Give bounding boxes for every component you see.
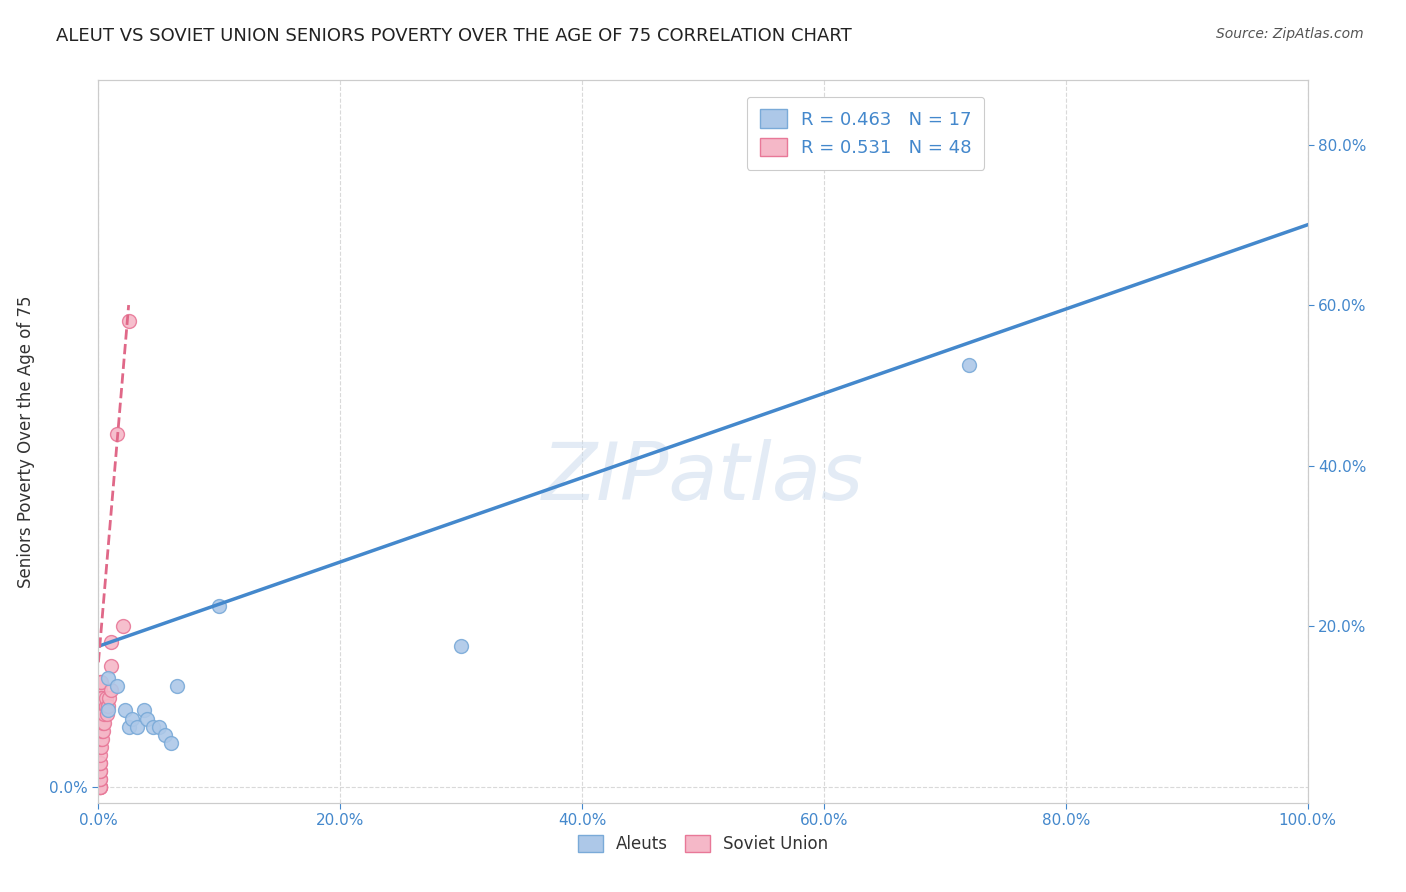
Y-axis label: Seniors Poverty Over the Age of 75: Seniors Poverty Over the Age of 75 (17, 295, 35, 588)
Point (89, 780, 111, 794)
Point (142, 719, 165, 733)
Point (105, 680, 128, 694)
Point (957, 358, 980, 372)
Point (89, 756, 111, 770)
Point (91, 707, 114, 722)
Point (208, 599, 231, 614)
Point (153, 728, 176, 742)
Point (89, 772, 111, 786)
Point (94, 699, 117, 714)
Point (89, 675, 111, 690)
Point (111, 619, 134, 633)
Point (98, 691, 121, 706)
Point (90, 707, 112, 722)
Point (89, 772, 111, 786)
Text: Source: ZipAtlas.com: Source: ZipAtlas.com (1216, 27, 1364, 41)
Point (135, 712, 157, 726)
Point (90, 699, 112, 714)
Point (100, 683, 122, 698)
Point (93, 707, 115, 722)
Point (89, 715, 111, 730)
Point (89, 780, 111, 794)
Point (105, 426, 128, 441)
Point (91, 723, 114, 738)
Point (91, 707, 114, 722)
Point (94, 691, 117, 706)
Point (89, 691, 111, 706)
Point (89, 756, 111, 770)
Point (91, 691, 114, 706)
Point (89, 699, 111, 714)
Point (148, 719, 170, 733)
Point (134, 703, 156, 717)
Point (114, 703, 136, 717)
Point (93, 715, 115, 730)
Point (118, 314, 141, 328)
Point (89, 747, 111, 762)
Point (89, 764, 111, 778)
Point (90, 691, 112, 706)
Point (166, 680, 188, 694)
Point (90, 731, 112, 746)
Point (160, 735, 183, 749)
Point (100, 635, 122, 649)
Point (127, 719, 149, 733)
Point (89, 780, 111, 794)
Point (97, 699, 120, 714)
Point (91, 715, 114, 730)
Point (90, 739, 112, 754)
Point (89, 764, 111, 778)
Point (91, 731, 114, 746)
Point (89, 780, 111, 794)
Point (97, 671, 120, 685)
Point (89, 723, 111, 738)
Legend: Aleuts, Soviet Union: Aleuts, Soviet Union (571, 828, 835, 860)
Point (90, 723, 112, 738)
Point (89, 731, 111, 746)
Point (89, 683, 111, 698)
Point (97, 703, 120, 717)
Point (91, 715, 114, 730)
Point (91, 723, 114, 738)
Point (118, 719, 141, 733)
Point (89, 707, 111, 722)
Point (96, 707, 118, 722)
Text: ZIPatlas: ZIPatlas (541, 439, 865, 516)
Point (450, 639, 472, 653)
Point (89, 739, 111, 754)
Point (121, 712, 143, 726)
Point (100, 659, 122, 673)
Text: ALEUT VS SOVIET UNION SENIORS POVERTY OVER THE AGE OF 75 CORRELATION CHART: ALEUT VS SOVIET UNION SENIORS POVERTY OV… (56, 27, 852, 45)
Point (90, 675, 112, 690)
